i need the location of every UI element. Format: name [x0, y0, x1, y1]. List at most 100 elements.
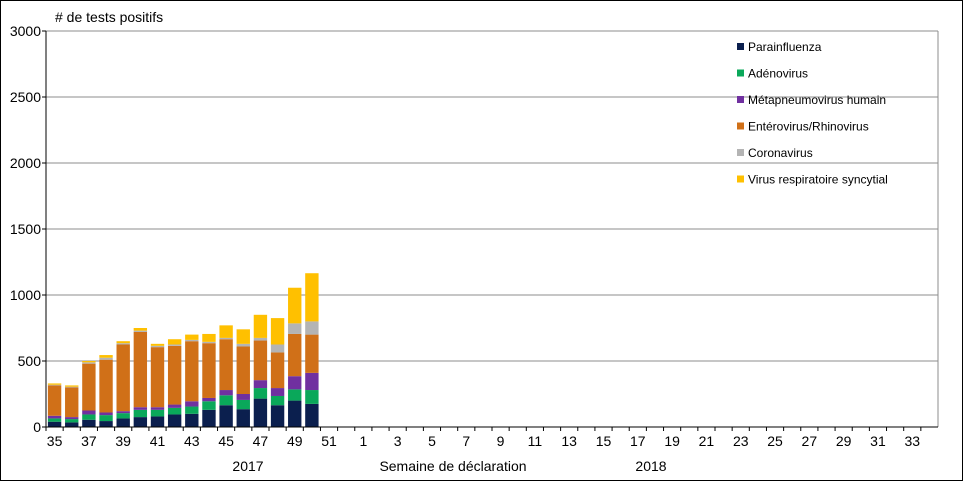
x-tick-label: 29 [836, 433, 852, 449]
bar-segment [236, 329, 250, 344]
bar-segment [288, 389, 302, 401]
bar-segment [99, 355, 113, 358]
bar-segment [270, 388, 285, 396]
bar-segment [47, 383, 62, 385]
legend-swatch [737, 175, 744, 183]
bar-segment [305, 403, 319, 427]
bar-segment [253, 398, 268, 427]
bar-segment [202, 343, 216, 398]
x-tick-label: 13 [561, 433, 577, 449]
bar-segment [253, 314, 268, 338]
bar-segment [236, 346, 250, 394]
bar-segment [253, 380, 268, 389]
legend-label: Entérovirus/Rhinovirus [748, 120, 869, 134]
x-tick-label: 45 [218, 433, 234, 449]
y-tick-label: 500 [18, 353, 42, 369]
x-tick-label: 11 [528, 433, 543, 449]
legend-swatch [737, 69, 744, 77]
bar-segment [288, 323, 302, 334]
x-tick-label: 5 [428, 433, 436, 449]
x-tick-label: 21 [699, 433, 715, 449]
x-tick-label: 15 [596, 433, 612, 449]
bar-segment [65, 419, 79, 423]
bar-segment [167, 407, 182, 415]
bar-segment [305, 273, 319, 322]
x-tick-label: 39 [115, 433, 131, 449]
bar-segment [150, 347, 165, 408]
bar-segment [202, 409, 216, 427]
y-tick-label: 0 [33, 419, 41, 435]
x-tick-label: 23 [733, 433, 749, 449]
bar-segment [133, 407, 148, 410]
bar-segment [236, 399, 250, 410]
bars [47, 273, 319, 427]
legend-label: Virus respiratoire syncytial [748, 173, 888, 187]
bar-segment [185, 339, 199, 342]
bar-segment [47, 418, 62, 422]
x-tick-label: 47 [253, 433, 269, 449]
bar-segment [305, 334, 319, 373]
bar-segment [47, 385, 62, 416]
year-label-2017: 2017 [232, 458, 263, 474]
bar-segment [253, 340, 268, 381]
bar-segment [150, 345, 165, 348]
x-tick-label: 7 [462, 433, 470, 449]
year-label-2018: 2018 [635, 458, 666, 474]
bar-segment [116, 344, 130, 412]
bar-segment [305, 321, 319, 335]
bar-segment [116, 341, 130, 344]
x-tick-label: 3 [394, 433, 402, 449]
bar-segment [133, 331, 148, 408]
bar-segment [219, 325, 233, 338]
y-tick-label: 2000 [10, 155, 41, 171]
bar-segment [185, 401, 199, 407]
bar-segment [236, 343, 250, 347]
bar-segment [116, 413, 130, 419]
bar-segment [150, 407, 165, 410]
y-tick-label: 1000 [10, 287, 41, 303]
bar-segment [99, 357, 113, 360]
legend-swatch [737, 122, 744, 130]
bar-segment [133, 409, 148, 418]
legend-swatch [737, 149, 744, 156]
bar-segment [167, 414, 182, 427]
bar-segment [47, 384, 62, 386]
x-tick-label: 43 [184, 433, 200, 449]
bar-segment [167, 344, 182, 346]
bar-segment [202, 401, 216, 410]
x-tick-label: 49 [287, 433, 303, 449]
bar-segment [99, 359, 113, 413]
bar-segment [305, 372, 319, 391]
y-tick-label: 2500 [10, 89, 41, 105]
bar-segment [185, 406, 199, 414]
bar-segment [288, 400, 302, 427]
bar-segment [253, 337, 268, 341]
bar-segment [219, 405, 233, 427]
bar-segment [82, 410, 96, 415]
x-tick-label: 31 [870, 433, 886, 449]
bar-segment [82, 363, 96, 411]
bar-segment [305, 390, 319, 404]
legend-label: Parainfluenza [748, 40, 822, 54]
legend-swatch [737, 43, 744, 50]
bar-segment [202, 333, 216, 342]
bar-segment [65, 386, 79, 388]
bar-segment [288, 376, 302, 390]
x-tick-label: 37 [81, 433, 97, 449]
bar-segment [185, 334, 199, 340]
bar-segment [167, 339, 182, 345]
bar-segment [82, 362, 96, 364]
bar-segment [150, 416, 165, 427]
bar-segment [185, 413, 199, 427]
bar-segment [270, 405, 285, 427]
x-tick-label: 9 [497, 433, 505, 449]
x-tick-label: 27 [802, 433, 818, 449]
bar-segment [65, 385, 79, 387]
legend-label: Adénovirus [748, 67, 808, 81]
bar-segment [270, 344, 285, 353]
bar-segment [116, 418, 130, 427]
gridlines [46, 30, 939, 427]
bar-segment [65, 387, 79, 418]
